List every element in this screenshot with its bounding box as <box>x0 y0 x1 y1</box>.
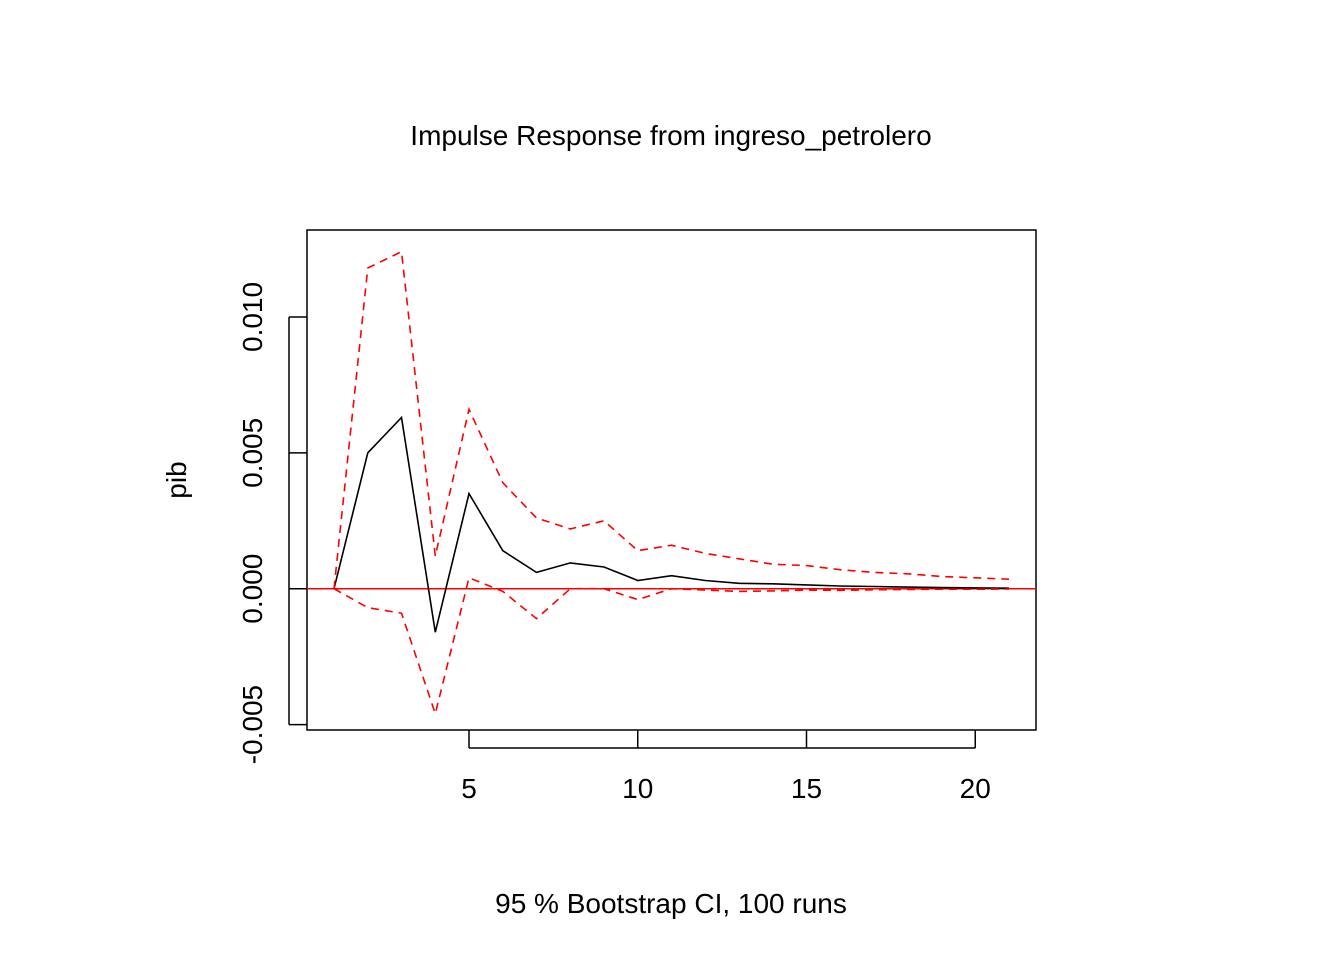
y-axis: -0.005 0.000 0.005 0.010 <box>237 282 307 764</box>
y-tick-label: 0.005 <box>237 418 268 488</box>
y-tick-label: 0.010 <box>237 282 268 352</box>
series-group <box>333 250 1010 717</box>
y-tick-label: 0.000 <box>237 554 268 624</box>
x-tick-label: 5 <box>461 773 477 804</box>
x-tick-label: 20 <box>960 773 991 804</box>
x-tick-label: 10 <box>622 773 653 804</box>
y-axis-label: pib <box>161 461 192 498</box>
series-line-lower <box>333 576 1010 717</box>
series-line-irf <box>333 415 1010 633</box>
x-tick-label: 15 <box>791 773 822 804</box>
plot-frame <box>306 229 1037 731</box>
x-axis: 5 10 15 20 <box>461 730 991 804</box>
x-axis-label: 95 % Bootstrap CI, 100 runs <box>495 888 847 919</box>
chart-title: Impulse Response from ingreso_petrolero <box>410 120 931 151</box>
series-line-upper <box>333 250 1010 589</box>
y-tick-label: -0.005 <box>237 685 268 764</box>
